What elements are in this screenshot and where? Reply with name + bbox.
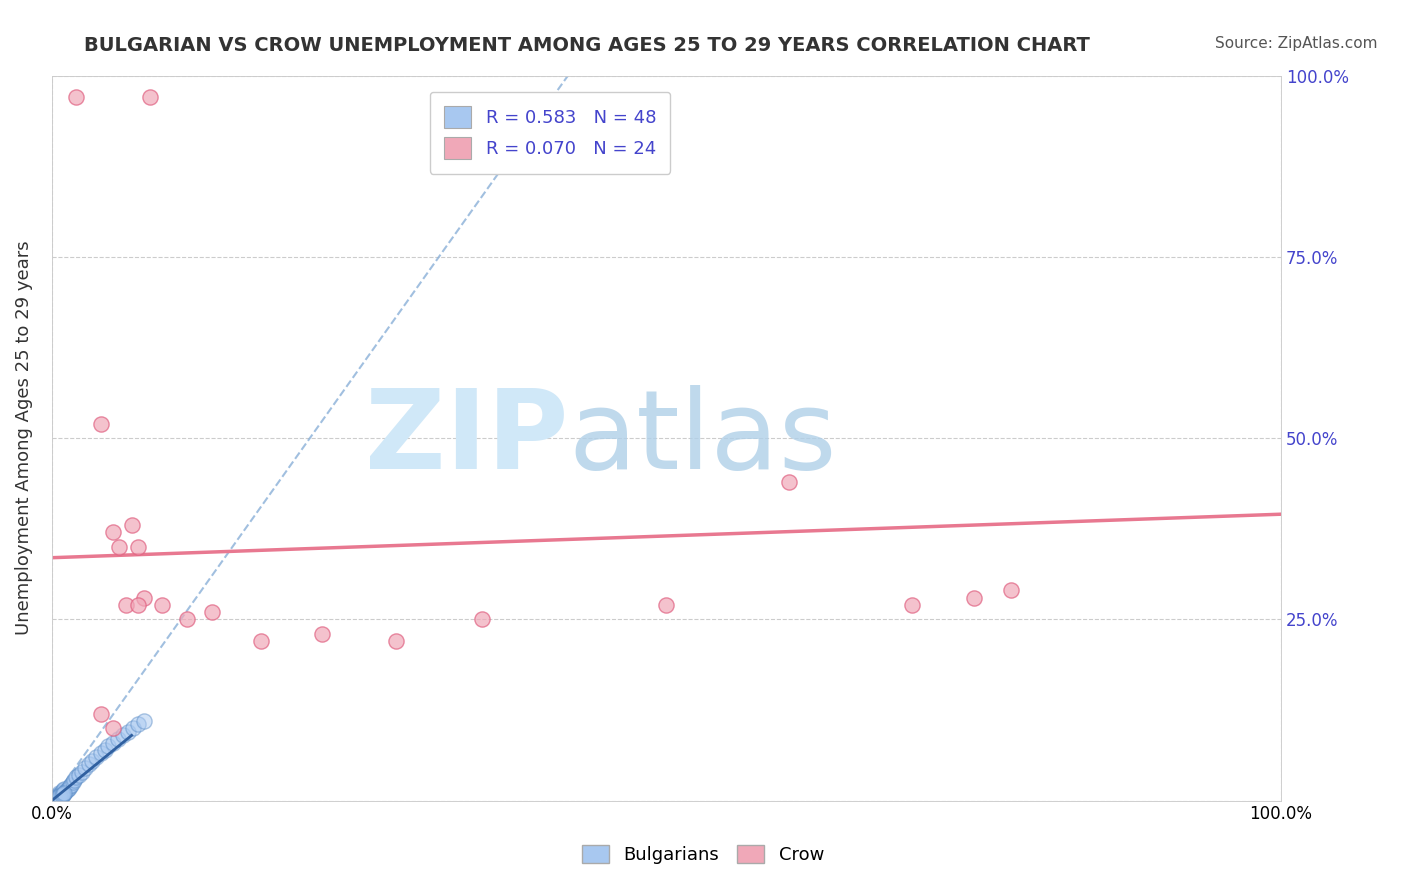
Point xyxy=(46,788,69,802)
Point xyxy=(82,754,104,768)
Point xyxy=(249,634,271,648)
Point xyxy=(52,787,75,801)
Point xyxy=(53,785,76,799)
Point xyxy=(51,789,73,803)
Point xyxy=(132,591,155,605)
Point xyxy=(46,789,69,804)
Point xyxy=(117,724,139,739)
Point xyxy=(1000,583,1022,598)
Point xyxy=(72,764,94,779)
Point xyxy=(127,540,149,554)
Point xyxy=(53,786,76,800)
Point xyxy=(90,417,112,431)
Point xyxy=(176,612,198,626)
Point xyxy=(55,783,77,797)
Point xyxy=(103,736,125,750)
Point xyxy=(90,747,112,761)
Point xyxy=(65,90,87,104)
Point xyxy=(44,791,66,805)
Point xyxy=(311,627,333,641)
Point xyxy=(45,789,67,803)
Point xyxy=(84,750,107,764)
Point xyxy=(49,789,72,803)
Point xyxy=(59,779,82,793)
Point xyxy=(52,788,75,802)
Point xyxy=(62,775,84,789)
Point xyxy=(122,721,145,735)
Point xyxy=(471,612,494,626)
Point xyxy=(127,598,149,612)
Point xyxy=(103,525,125,540)
Point xyxy=(63,773,86,788)
Point xyxy=(200,605,222,619)
Point xyxy=(45,790,67,805)
Point xyxy=(121,518,143,533)
Point xyxy=(139,90,162,104)
Legend: R = 0.583   N = 48, R = 0.070   N = 24: R = 0.583 N = 48, R = 0.070 N = 24 xyxy=(430,92,671,174)
Point xyxy=(49,787,72,801)
Point xyxy=(93,743,115,757)
Point xyxy=(778,475,800,489)
Point xyxy=(655,598,678,612)
Point xyxy=(127,717,149,731)
Point xyxy=(51,788,73,802)
Text: atlas: atlas xyxy=(568,384,837,491)
Point xyxy=(48,789,70,804)
Point xyxy=(150,598,173,612)
Point xyxy=(52,783,75,797)
Point xyxy=(97,739,120,754)
Point xyxy=(49,789,72,804)
Point xyxy=(103,721,125,735)
Point xyxy=(60,778,83,792)
Text: Source: ZipAtlas.com: Source: ZipAtlas.com xyxy=(1215,36,1378,51)
Point xyxy=(77,757,100,772)
Point xyxy=(51,785,73,799)
Point xyxy=(112,728,135,742)
Point xyxy=(90,706,112,721)
Point xyxy=(44,791,66,805)
Point xyxy=(132,714,155,728)
Point xyxy=(107,731,129,746)
Point xyxy=(46,790,69,805)
Point xyxy=(58,780,80,795)
Point xyxy=(385,634,408,648)
Point xyxy=(963,591,986,605)
Text: BULGARIAN VS CROW UNEMPLOYMENT AMONG AGES 25 TO 29 YEARS CORRELATION CHART: BULGARIAN VS CROW UNEMPLOYMENT AMONG AGE… xyxy=(84,36,1090,54)
Point xyxy=(108,540,131,554)
Point xyxy=(44,789,66,804)
Point xyxy=(901,598,924,612)
Point xyxy=(48,786,70,800)
Point xyxy=(114,598,136,612)
Point xyxy=(53,782,76,797)
Text: ZIP: ZIP xyxy=(364,384,568,491)
Point xyxy=(53,786,76,800)
Y-axis label: Unemployment Among Ages 25 to 29 years: Unemployment Among Ages 25 to 29 years xyxy=(15,241,32,635)
Point xyxy=(65,771,87,785)
Point xyxy=(73,761,96,775)
Point xyxy=(56,782,79,797)
Point xyxy=(67,767,90,781)
Legend: Bulgarians, Crow: Bulgarians, Crow xyxy=(568,830,838,879)
Point xyxy=(48,789,70,804)
